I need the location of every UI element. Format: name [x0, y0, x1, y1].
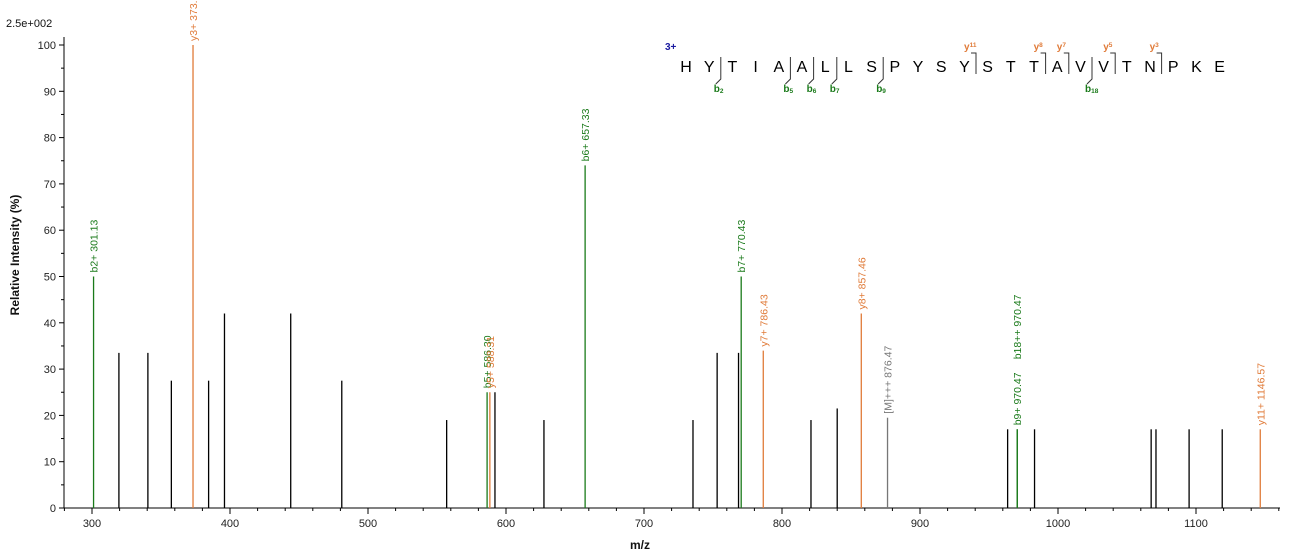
b-ion-label: b6 — [807, 84, 817, 95]
peak-label: y3+ 373.2 — [188, 0, 200, 41]
sequence-residue: K — [1191, 59, 1202, 76]
y-ion-cleavage-mark — [1063, 52, 1070, 74]
y-tick-label: 100 — [38, 40, 56, 52]
sequence-residue: L — [844, 59, 853, 76]
x-tick-label: 900 — [911, 518, 929, 530]
b-ion-cleavage-mark — [831, 57, 838, 85]
sequence-residue: P — [1168, 59, 1179, 76]
y-tick-label: 40 — [44, 318, 56, 330]
peak-label: y7+ 786.43 — [758, 294, 770, 346]
x-tick-label: 400 — [221, 518, 239, 530]
b-ion-cleavage-mark — [715, 57, 722, 85]
b-ion-label: b2 — [714, 84, 724, 95]
b-ion-cleavage-mark — [877, 57, 884, 85]
peak-label: b18++ 970.47 — [1012, 294, 1024, 359]
y-ion-cleavage-mark — [1156, 52, 1163, 74]
sequence-residue: Y — [704, 59, 715, 76]
x-tick-label: 600 — [497, 518, 515, 530]
peak-label: b2+ 301.13 — [89, 219, 101, 272]
y-tick-label: 60 — [44, 225, 56, 237]
sequence-residue: I — [753, 59, 757, 76]
b-ion-label: b18 — [1085, 84, 1099, 95]
sequence-residue: Y — [913, 59, 924, 76]
sequence-residue: S — [982, 59, 993, 76]
sequence-residue: L — [821, 59, 830, 76]
sequence-residue: N — [1144, 59, 1156, 76]
sequence-residue: S — [866, 59, 877, 76]
x-tick-label: 500 — [359, 518, 377, 530]
y-ion-label: y8 — [1034, 42, 1044, 53]
peak-label: [M]+++ 876.47 — [883, 346, 895, 414]
sequence-residue: T — [1029, 59, 1039, 76]
b-ion-cleavage-mark — [1086, 57, 1093, 85]
y-tick-label: 20 — [44, 410, 56, 422]
y-tick-label: 90 — [44, 86, 56, 98]
peak-label: b7+ 770.43 — [736, 219, 748, 272]
x-tick-label: 700 — [635, 518, 653, 530]
y-ion-cleavage-mark — [1110, 52, 1116, 74]
b-ion-cleavage-mark — [808, 57, 815, 85]
y-axis-title: Relative Intensity (%) — [8, 195, 22, 316]
sequence-residue: P — [889, 59, 900, 76]
y-ion-label: y7 — [1057, 42, 1067, 53]
x-tick-label: 1100 — [1184, 518, 1208, 530]
y-ion-label: y5 — [1103, 42, 1113, 53]
peak-label: y8+ 857.46 — [856, 257, 868, 309]
x-tick-label: 800 — [773, 518, 791, 530]
sequence-residue: S — [936, 59, 947, 76]
peak-label: y11+ 1146.57 — [1255, 363, 1267, 426]
b-ion-label: b9 — [876, 84, 886, 95]
peak-label: b9+ 970.47 — [1012, 372, 1024, 425]
b-ion-label: b7 — [830, 84, 840, 95]
y-ion-cleavage-mark — [971, 52, 977, 74]
b-ion-cleavage-mark — [785, 57, 791, 85]
x-tick-label: 300 — [83, 518, 101, 530]
charge-state-label: 3+ — [665, 42, 677, 53]
peak-label: b5+ 586.30 — [482, 335, 494, 388]
sequence-residue: E — [1214, 59, 1225, 76]
peaks — [92, 45, 1261, 508]
sequence-residue: A — [797, 59, 808, 76]
b-ion-label: b5 — [783, 84, 793, 95]
axes: 0 10 20 30 40 50 60 70 80 90 100 300 400 500 600 700 800… — [38, 37, 1280, 530]
y-ion-label: y3 — [1150, 42, 1160, 53]
sequence-residue: V — [1098, 59, 1109, 76]
y-tick-label: 0 — [50, 503, 56, 515]
y-ion-cleavage-mark — [1040, 52, 1047, 74]
y-ion-label: y11 — [964, 42, 977, 53]
sequence-residue: H — [680, 59, 692, 76]
sequence-residue: T — [1006, 59, 1016, 76]
peak-label: b6+ 657.33 — [580, 108, 592, 161]
sequence-residue: V — [1075, 59, 1086, 76]
sequence-residue: T — [1122, 59, 1132, 76]
x-axis-title: m/z — [630, 538, 650, 552]
y-tick-label: 30 — [44, 364, 56, 376]
x-tick-label: 1000 — [1046, 518, 1070, 530]
sequence-residue: T — [728, 59, 738, 76]
y-tick-label: 50 — [44, 272, 56, 284]
sequence-residue: A — [1052, 59, 1063, 76]
sequence-residue: A — [773, 59, 784, 76]
sequence-residue: Y — [959, 59, 970, 76]
y-tick-label: 80 — [44, 133, 56, 145]
peak-label: y5+ 588.31 — [485, 336, 497, 388]
y-tick-label: 10 — [44, 457, 56, 469]
intensity-scale-label: 2.5e+002 — [6, 18, 52, 30]
y-tick-label: 70 — [44, 179, 56, 191]
